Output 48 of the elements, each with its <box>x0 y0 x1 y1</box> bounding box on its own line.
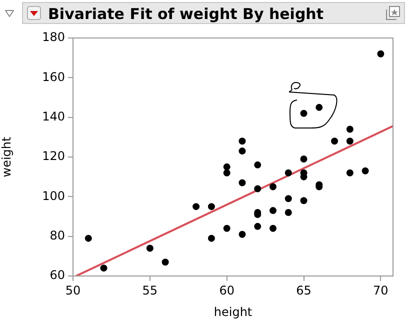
chart-title: Bivariate Fit of weight By height <box>48 5 324 23</box>
x-tick-label: 70 <box>373 283 388 298</box>
y-axis-title: weight <box>0 136 14 178</box>
y-tick-label: 60 <box>50 268 65 282</box>
point <box>284 169 292 176</box>
point <box>254 222 262 230</box>
y-tick-label: 120 <box>42 149 65 164</box>
point <box>316 104 323 111</box>
point <box>346 138 354 145</box>
point <box>346 126 354 133</box>
point <box>270 224 276 232</box>
x-tick-label: 50 <box>65 283 81 298</box>
point <box>362 167 369 174</box>
y-tick-label: 100 <box>42 188 65 203</box>
y-tick-label: 180 <box>42 30 65 44</box>
point <box>162 258 169 266</box>
x-tick-label: 60 <box>219 283 234 298</box>
point <box>254 161 262 168</box>
point <box>223 224 230 232</box>
point <box>254 185 262 192</box>
point <box>146 244 154 252</box>
point <box>284 195 292 202</box>
point <box>270 207 276 214</box>
point <box>208 234 215 242</box>
point <box>238 179 246 186</box>
x-tick-label: 65 <box>296 283 312 298</box>
y-tick-label: 160 <box>42 70 65 84</box>
point <box>223 169 230 176</box>
point <box>284 209 292 216</box>
point <box>238 138 246 145</box>
y-tick-label: 80 <box>50 228 65 242</box>
point <box>300 155 308 162</box>
point <box>331 138 338 145</box>
point <box>346 169 354 176</box>
point <box>300 197 308 204</box>
point <box>270 183 276 190</box>
point <box>208 203 215 210</box>
x-tick-label: 55 <box>142 283 158 298</box>
point <box>84 234 92 242</box>
point <box>238 230 246 238</box>
x-axis-title: height <box>214 304 252 319</box>
point <box>377 50 384 58</box>
point <box>100 264 108 272</box>
point <box>223 163 230 170</box>
point <box>192 203 200 210</box>
point <box>300 110 308 117</box>
y-tick-label: 140 <box>42 109 65 124</box>
point <box>238 148 246 155</box>
